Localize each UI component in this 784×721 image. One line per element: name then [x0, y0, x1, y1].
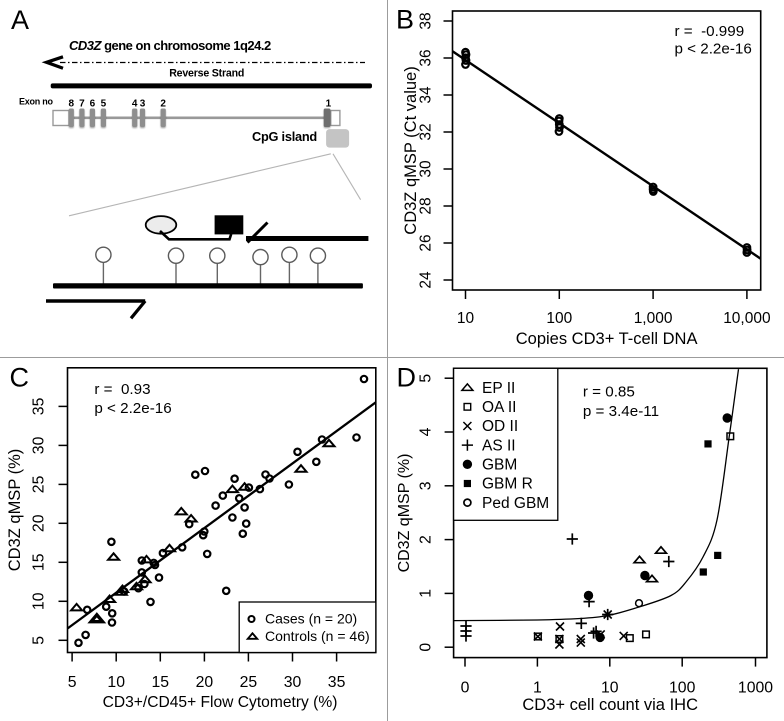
svg-text:C: C	[10, 363, 30, 393]
svg-text:34: 34	[418, 86, 435, 104]
svg-text:5: 5	[31, 636, 48, 645]
svg-text:4: 4	[132, 99, 138, 110]
svg-text:8: 8	[69, 99, 75, 110]
svg-text:30: 30	[418, 160, 435, 178]
svg-text:100: 100	[546, 310, 572, 327]
svg-text:1: 1	[418, 589, 435, 598]
svg-text:32: 32	[418, 123, 435, 140]
svg-text:CD3Z qMSP (%): CD3Z qMSP (%)	[6, 449, 24, 572]
svg-text:5: 5	[68, 674, 77, 691]
svg-text:35: 35	[31, 397, 48, 415]
svg-text:3: 3	[140, 99, 146, 110]
svg-text:CD3+/CD45+ Flow Cytometry (%): CD3+/CD45+ Flow Cytometry (%)	[103, 694, 338, 711]
svg-text:Exon no: Exon no	[19, 97, 54, 107]
svg-text:2: 2	[418, 535, 435, 544]
svg-text:3: 3	[418, 481, 435, 490]
svg-text:10: 10	[601, 680, 619, 697]
svg-text:10: 10	[107, 674, 125, 691]
svg-text:25: 25	[240, 674, 258, 691]
svg-text:1000: 1000	[738, 680, 773, 697]
svg-text:1,000: 1,000	[634, 310, 673, 327]
svg-text:38: 38	[418, 12, 435, 29]
svg-text:7: 7	[79, 99, 85, 110]
svg-text:28: 28	[418, 197, 435, 214]
svg-text:10: 10	[457, 310, 475, 327]
svg-text:30: 30	[31, 436, 48, 454]
svg-text:Cases (n = 20): Cases (n = 20)	[265, 611, 357, 627]
svg-text:5: 5	[418, 374, 435, 383]
svg-text:6: 6	[90, 99, 96, 110]
svg-text:Reverse Strand: Reverse Strand	[169, 67, 244, 79]
svg-text:4: 4	[418, 427, 435, 436]
svg-text:CpG island: CpG island	[252, 129, 317, 144]
svg-text:p < 2.2e-16: p < 2.2e-16	[94, 400, 171, 417]
svg-text:EP II: EP II	[482, 380, 515, 397]
svg-text:CD3Z qMSP (Ct value): CD3Z qMSP (Ct value)	[402, 66, 420, 234]
svg-text:30: 30	[284, 674, 302, 691]
svg-text:5: 5	[101, 99, 107, 110]
svg-text:A: A	[11, 5, 29, 35]
svg-text:OD II: OD II	[482, 418, 518, 435]
svg-text:Copies CD3+ T-cell DNA: Copies CD3+ T-cell DNA	[516, 330, 698, 348]
svg-text:24: 24	[418, 271, 435, 289]
svg-text:Ped GBM: Ped GBM	[482, 495, 549, 512]
svg-text:r = -0.999: r = -0.999	[675, 23, 745, 40]
svg-text:p < 2.2e-16: p < 2.2e-16	[675, 41, 752, 58]
svg-text:100: 100	[669, 680, 696, 697]
svg-text:CD3+ cell count via IHC: CD3+ cell count via IHC	[522, 696, 698, 714]
svg-text:D: D	[397, 362, 417, 392]
svg-text:2: 2	[160, 99, 166, 110]
svg-text:CD3Z gene on chromosome 1q24.2: CD3Z gene on chromosome 1q24.2	[69, 38, 271, 53]
svg-text:OA II: OA II	[482, 399, 516, 416]
svg-text:26: 26	[418, 234, 435, 251]
svg-text:15: 15	[152, 674, 170, 691]
svg-text:CD3Z qMSP (%): CD3Z qMSP (%)	[396, 454, 413, 573]
svg-text:r = 0.93: r = 0.93	[94, 381, 150, 398]
svg-text:1: 1	[533, 680, 542, 697]
svg-text:1: 1	[326, 99, 332, 110]
svg-text:r = 0.85: r = 0.85	[583, 384, 635, 401]
svg-text:15: 15	[31, 553, 48, 571]
svg-text:GBM R: GBM R	[482, 476, 533, 493]
svg-text:B: B	[396, 5, 414, 35]
svg-text:10,000: 10,000	[723, 310, 771, 327]
svg-text:0: 0	[418, 643, 435, 652]
svg-text:20: 20	[196, 674, 214, 691]
svg-text:20: 20	[31, 514, 48, 532]
svg-text:36: 36	[418, 49, 435, 66]
svg-text:GBM: GBM	[482, 457, 517, 474]
svg-text:10: 10	[31, 592, 48, 610]
svg-text:25: 25	[31, 475, 48, 493]
svg-text:p = 3.4e-11: p = 3.4e-11	[583, 403, 659, 420]
svg-text:35: 35	[328, 674, 346, 691]
svg-text:AS II: AS II	[482, 437, 516, 454]
svg-text:0: 0	[461, 680, 470, 697]
svg-text:Controls (n = 46): Controls (n = 46)	[265, 628, 370, 644]
